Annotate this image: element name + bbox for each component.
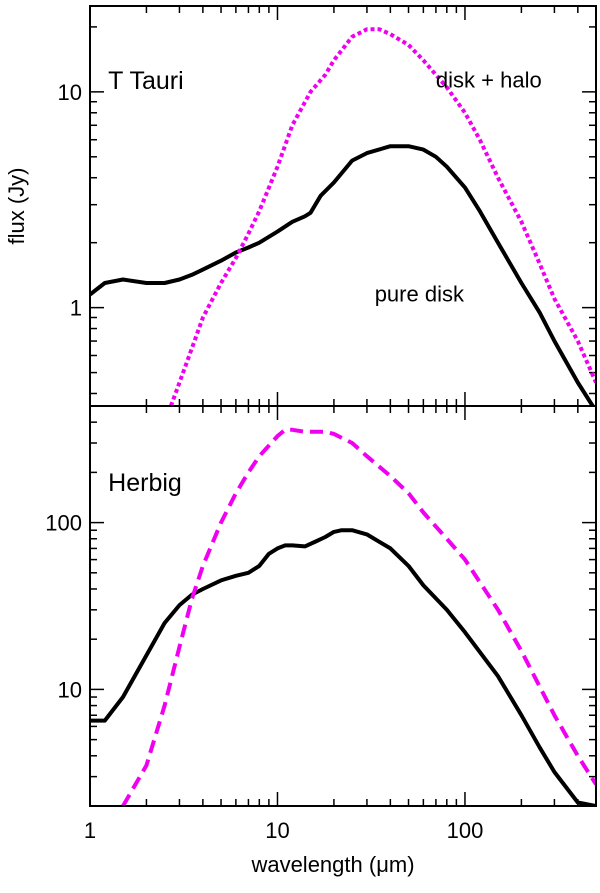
series-line-disk-halo-bottom	[121, 427, 596, 806]
x-tick-label-bottom: 10	[265, 818, 289, 843]
y-tick-label-bottom: 10	[58, 677, 82, 702]
series-line-disk-halo-top	[169, 27, 596, 406]
tick-layer	[89, 6, 597, 807]
y-tick-label-top: 10	[58, 80, 82, 105]
x-axis-label: wavelength (μm)	[250, 852, 414, 877]
frame-layer	[89, 5, 597, 807]
annotation-bottom: Herbig	[108, 469, 182, 497]
y-tick-label-bottom: 100	[45, 511, 82, 536]
annotation-top: T Tauri	[108, 67, 184, 95]
series-line-pure-disk-top	[90, 144, 595, 406]
annotation-top: disk + halo	[436, 67, 542, 92]
annotation-top: pure disk	[375, 281, 465, 306]
text-layer: 1 10 T Tauri disk + halo pure disk flux (Jy) 1…	[4, 67, 542, 877]
series-line-pure-disk-bottom	[90, 528, 596, 806]
plot-frame-bottom	[89, 405, 597, 807]
x-tick-label-bottom: 100	[447, 818, 484, 843]
plot-frame-top	[89, 5, 597, 407]
y-axis-label: flux (Jy)	[4, 168, 29, 245]
series-layer	[90, 27, 596, 806]
x-tick-label-bottom: 1	[84, 818, 96, 843]
y-tick-label-top: 1	[70, 296, 82, 321]
